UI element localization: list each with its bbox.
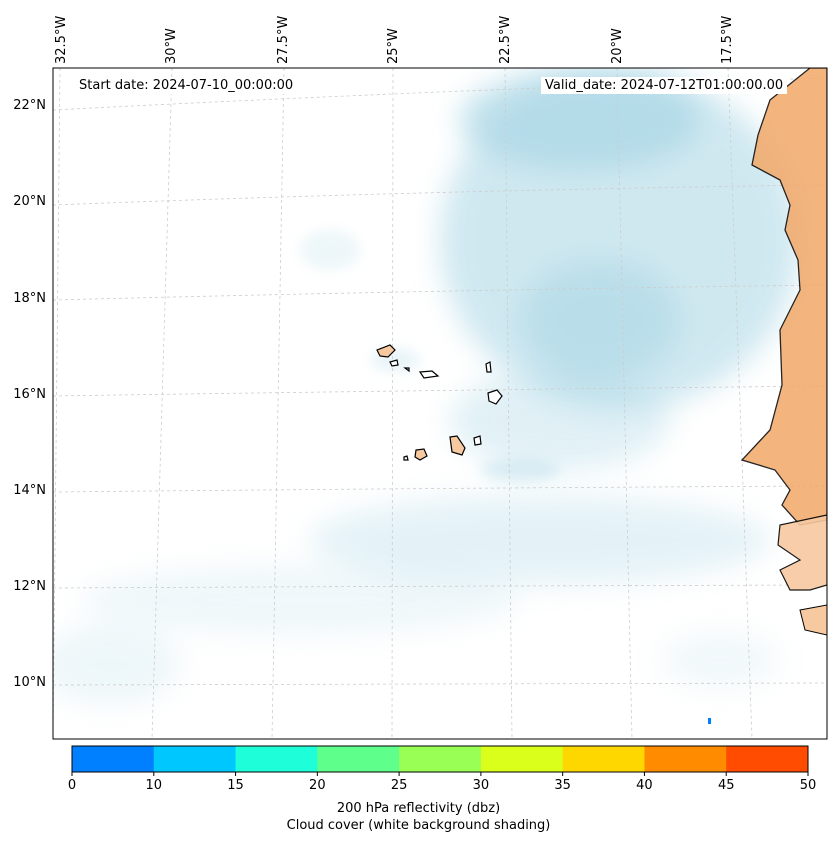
lat-label-10n: 10°N [13,675,46,690]
lon-label-27-5w: 27.5°W [276,15,291,64]
island-fogo [414,448,428,461]
start-date-label: Start date: 2024-07-10_00:00:00 [75,77,298,94]
lat-label-22n: 22°N [13,98,46,113]
colorbar-tick-label: 0 [67,778,77,793]
lon-label-17-5w: 17.5°W [720,15,735,64]
colorbar-tick-label: 20 [309,778,326,793]
reflectivity-speck [708,718,711,724]
valid-date-label: Valid_date: 2024-07-12T01:00:00.00 [541,77,788,94]
cape-verde-islands [376,344,503,461]
colorbar-segment [72,746,155,772]
colorbar-tick-label: 50 [799,778,817,793]
lat-label-20n: 20°N [13,194,46,209]
colorbar-tick-label: 25 [390,778,408,793]
colorbar-tick-label: 45 [717,778,735,793]
colorbar-label: 200 hPa reflectivity (dbz) [336,801,501,816]
lat-label-16n: 16°N [13,387,46,402]
colorbar-tick-label: 35 [554,778,571,793]
colorbar-tick-label: 15 [227,778,244,793]
colorbar-tick-label: 40 [636,778,653,793]
colorbar-segment [399,746,482,772]
colorbar [71,745,809,776]
island-boa-vista [487,389,503,405]
colorbar-tick-label: 10 [145,778,163,793]
lon-label-25w: 25°W [386,28,401,64]
island-sal [485,361,492,373]
lon-label-22-5w: 22.5°W [498,15,513,64]
island-santo-antao [376,344,396,358]
colorbar-tick-label: 30 [472,778,490,793]
gridlines [53,68,827,739]
colorbar-border [71,745,809,773]
colorbar-segment [317,746,400,772]
lon-label-32-5w: 32.5°W [54,15,69,64]
colorbar-segment [235,746,318,772]
map-frame [52,67,828,740]
africa-landmass [740,68,827,636]
colorbar-segment [644,746,727,772]
island-maio [473,435,482,446]
island-sao-nicolau [418,370,440,379]
colorbar-segment [153,746,237,772]
lat-label-12n: 12°N [13,579,46,594]
lon-label-20w: 20°W [610,28,625,64]
colorbar-segment [562,746,645,772]
island-brava [403,455,409,461]
cloud-cover-shading [53,70,800,705]
lon-label-30w: 30°W [164,28,179,64]
island-santiago [449,435,466,456]
colorbar-segment [726,746,809,772]
lat-label-14n: 14°N [13,483,46,498]
colorbar-sublabel: Cloud cover (white background shading) [286,818,551,833]
island-santa-luzia [403,367,410,373]
island-sao-vicente [389,359,399,367]
colorbar-segment [480,746,564,772]
lat-label-18n: 18°N [13,291,46,306]
